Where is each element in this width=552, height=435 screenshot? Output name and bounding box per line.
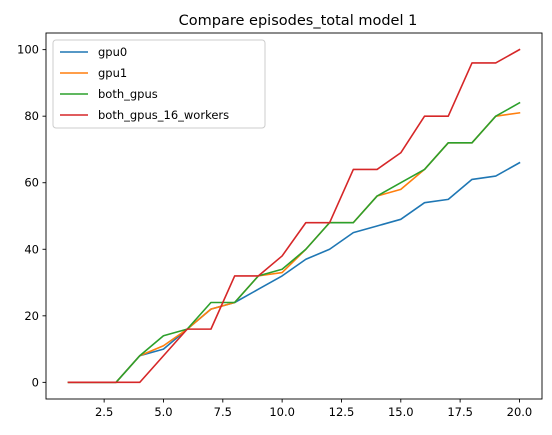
x-axis: 2.5 5.0 7.5 10.0 12.5 15.0 17.5 20.0 — [95, 399, 532, 419]
x-tick-label: 12.5 — [329, 405, 355, 419]
x-tick-label: 5.0 — [154, 405, 172, 419]
y-tick-label: 0 — [32, 375, 39, 389]
plot-area-frame — [45, 32, 543, 400]
x-tick-label: 7.5 — [214, 405, 232, 419]
x-tick-label: 15.0 — [388, 405, 414, 419]
y-tick-label: 40 — [24, 242, 39, 256]
x-tick-label: 17.5 — [447, 405, 473, 419]
legend-label: both_gpus — [98, 87, 158, 101]
y-tick-label: 20 — [24, 309, 39, 323]
y-axis: 0 20 40 60 80 100 — [17, 43, 46, 389]
legend-box — [52, 39, 266, 129]
legend-label: gpu0 — [98, 45, 127, 59]
x-tick-label: 20.0 — [507, 405, 533, 419]
series-lines — [67, 48, 521, 384]
series-line-both-gpus — [67, 101, 521, 384]
y-tick-label: 100 — [17, 43, 39, 57]
x-tick-label: 2.5 — [95, 405, 113, 419]
y-tick-label: 60 — [24, 176, 39, 190]
legend-label: gpu1 — [98, 66, 127, 80]
chart-title: Compare episodes_total model 1 — [179, 13, 418, 29]
series-line-gpu1 — [67, 111, 521, 384]
y-tick-label: 80 — [24, 109, 39, 123]
series-line-gpu0 — [67, 161, 521, 384]
legend: gpu0 gpu1 both_gpus both_gpus_16_workers — [52, 39, 266, 129]
series-line-both-gpus-16-workers — [67, 48, 521, 384]
legend-label: both_gpus_16_workers — [98, 108, 229, 122]
x-tick-label: 10.0 — [269, 405, 295, 419]
